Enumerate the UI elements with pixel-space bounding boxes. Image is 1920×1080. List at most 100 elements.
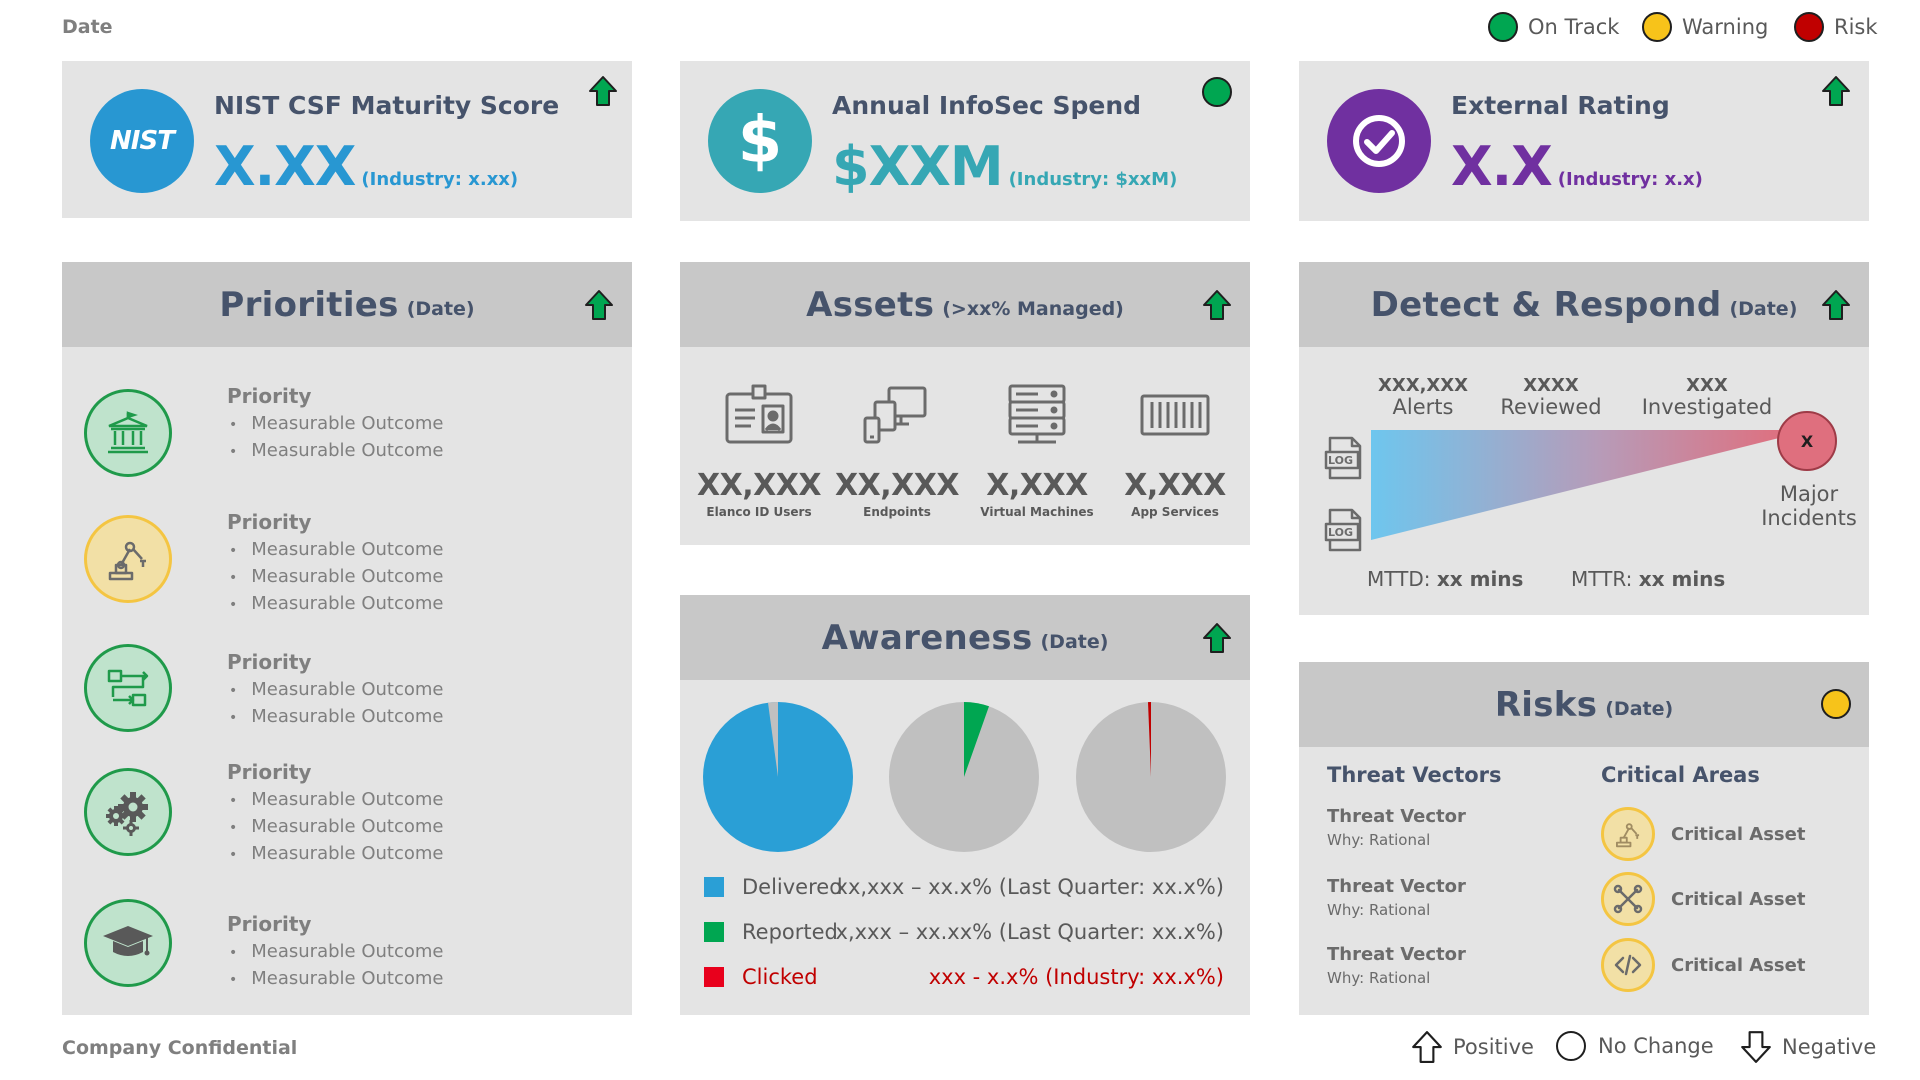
rating-card: External Rating X.X (Industry: x.x) bbox=[1299, 61, 1869, 221]
awareness-title: Awareness bbox=[821, 617, 1033, 658]
log-label: LOG bbox=[1328, 454, 1353, 467]
mttr-value: xx mins bbox=[1638, 567, 1726, 591]
status-legend-risk: Risk bbox=[1794, 12, 1878, 42]
nist-card: NIST NIST CSF Maturity Score X.XX (Indus… bbox=[62, 61, 632, 218]
assets-header: Assets (>xx% Managed) bbox=[680, 262, 1250, 347]
arrow-up-icon bbox=[589, 76, 617, 106]
outcome: Measurable Outcome bbox=[227, 939, 443, 966]
spend-status-dot bbox=[1202, 77, 1232, 107]
mttd: MTTD: xx mins bbox=[1367, 567, 1523, 591]
legend-no-change: No Change bbox=[1556, 1031, 1714, 1061]
priority-title: Priority bbox=[227, 760, 312, 784]
report-date: Date bbox=[62, 16, 113, 38]
asset-label: Elanco ID Users bbox=[706, 505, 812, 519]
reported-label: Reported bbox=[742, 920, 838, 944]
log-file-icon: LOG bbox=[1324, 436, 1364, 484]
dollar-symbol: $ bbox=[737, 104, 783, 178]
asset-vms: X,XXX Virtual Machines bbox=[972, 380, 1102, 519]
critical-area: Critical Asset bbox=[1601, 871, 1805, 927]
priorities-panel: Priorities (Date) Priority Measurable Ou… bbox=[62, 262, 632, 1015]
rating-value: X.X bbox=[1451, 135, 1553, 198]
rating-title: External Rating bbox=[1451, 91, 1670, 120]
no-change-label: No Change bbox=[1598, 1034, 1714, 1058]
legend-delivered: Delivered xx,xxx – xx.x% (Last Quarter: … bbox=[704, 872, 1224, 902]
arrow-down-outline-icon bbox=[1741, 1031, 1771, 1063]
spend-card: $ Annual InfoSec Spend $XXM (Industry: $… bbox=[680, 61, 1250, 221]
risk-label: Risk bbox=[1834, 15, 1878, 39]
on-track-dot bbox=[1488, 12, 1518, 42]
delivered-pie bbox=[703, 702, 853, 852]
legend-negative: Negative bbox=[1740, 1030, 1876, 1064]
detect-respond-date: (Date) bbox=[1729, 297, 1798, 320]
code-icon bbox=[1601, 938, 1655, 992]
threat-vector: Threat Vector Why: Rational bbox=[1327, 944, 1466, 987]
positive-label: Positive bbox=[1453, 1035, 1534, 1059]
threat-vector-why: Why: Rational bbox=[1327, 969, 1431, 987]
awareness-header: Awareness (Date) bbox=[680, 595, 1250, 680]
robot-arm-icon bbox=[84, 515, 172, 603]
outcome: Measurable Outcome bbox=[227, 411, 443, 438]
priority-title: Priority bbox=[227, 912, 312, 936]
risks-panel: Risks (Date) Threat Vectors Critical Are… bbox=[1299, 662, 1869, 1015]
assets-panel: Assets (>xx% Managed) XX,XXX Elanco ID U… bbox=[680, 262, 1250, 545]
asset-label: Virtual Machines bbox=[980, 505, 1094, 519]
funnel-wedge bbox=[1371, 430, 1787, 540]
nist-title: NIST CSF Maturity Score bbox=[214, 91, 560, 120]
dollar-icon: $ bbox=[708, 89, 812, 193]
log-label: LOG bbox=[1328, 526, 1353, 539]
detect-respond-title: Detect & Respond bbox=[1370, 284, 1722, 325]
critical-asset-name: Critical Asset bbox=[1671, 888, 1806, 910]
server-icon bbox=[972, 380, 1102, 450]
outcome: Measurable Outcome bbox=[227, 438, 443, 465]
asset-value: X,XXX bbox=[986, 468, 1088, 503]
mttd-label: MTTD: bbox=[1367, 567, 1431, 591]
mttr-label: MTTR: bbox=[1571, 567, 1633, 591]
rating-value-group: X.X (Industry: x.x) bbox=[1451, 135, 1703, 198]
clicked-label: Clicked bbox=[742, 965, 818, 989]
outcome: Measurable Outcome bbox=[227, 677, 443, 704]
bank-icon bbox=[84, 389, 172, 477]
arrow-up-icon bbox=[1203, 290, 1231, 320]
alerts-label: Alerts bbox=[1392, 395, 1454, 419]
priority-text: Priority Measurable Outcome Measurable O… bbox=[227, 384, 444, 465]
threat-vector-name: Threat Vector bbox=[1327, 944, 1466, 965]
priority-text: Priority Measurable Outcome Measurable O… bbox=[227, 760, 444, 868]
risks-date: (Date) bbox=[1605, 697, 1674, 720]
asset-value: X,XXX bbox=[1124, 468, 1226, 503]
nist-industry: (Industry: x.xx) bbox=[361, 169, 519, 190]
major-incidents-marker: X bbox=[1777, 411, 1837, 471]
awareness-panel: Awareness (Date) Delivered xx,xxx – xx.x… bbox=[680, 595, 1250, 1015]
investigated-count: XXX bbox=[1686, 375, 1728, 396]
robot-arm-icon bbox=[1601, 807, 1655, 861]
threat-vector-name: Threat Vector bbox=[1327, 806, 1466, 827]
asset-app-services: X,XXX App Services bbox=[1110, 380, 1240, 519]
arrow-up-icon bbox=[1203, 623, 1231, 653]
incidents-label: Incidents bbox=[1761, 506, 1857, 530]
mttd-value: xx mins bbox=[1436, 567, 1524, 591]
risks-header: Risks (Date) bbox=[1299, 662, 1869, 747]
critical-asset-name: Critical Asset bbox=[1671, 954, 1806, 976]
threat-vector-name: Threat Vector bbox=[1327, 876, 1466, 897]
on-track-label: On Track bbox=[1528, 15, 1620, 39]
priority-text: Priority Measurable Outcome Measurable O… bbox=[227, 912, 444, 993]
legend-positive: Positive bbox=[1411, 1030, 1534, 1064]
outcome: Measurable Outcome bbox=[227, 564, 443, 591]
negative-label: Negative bbox=[1782, 1035, 1877, 1059]
id-card-icon bbox=[694, 380, 824, 450]
outcome: Measurable Outcome bbox=[227, 537, 443, 564]
rating-industry: (Industry: x.x) bbox=[1557, 169, 1703, 190]
clicked-value: xxx - x.x% (Industry: xx.x%) bbox=[928, 965, 1224, 989]
warning-dot bbox=[1642, 12, 1672, 42]
risks-title: Risks bbox=[1494, 684, 1598, 725]
spend-value: $XXM bbox=[832, 135, 1004, 198]
nist-logo-text: NIST bbox=[110, 126, 175, 156]
threat-vectors-heading: Threat Vectors bbox=[1327, 763, 1502, 787]
priority-title: Priority bbox=[227, 384, 312, 408]
arrow-up-icon bbox=[585, 290, 613, 320]
clicked-pie bbox=[1076, 702, 1226, 852]
arrow-up-icon bbox=[1822, 290, 1850, 320]
outcome: Measurable Outcome bbox=[227, 704, 443, 731]
threat-vector-why: Why: Rational bbox=[1327, 901, 1431, 919]
reported-swatch bbox=[704, 922, 724, 942]
risks-status-dot bbox=[1821, 689, 1851, 719]
